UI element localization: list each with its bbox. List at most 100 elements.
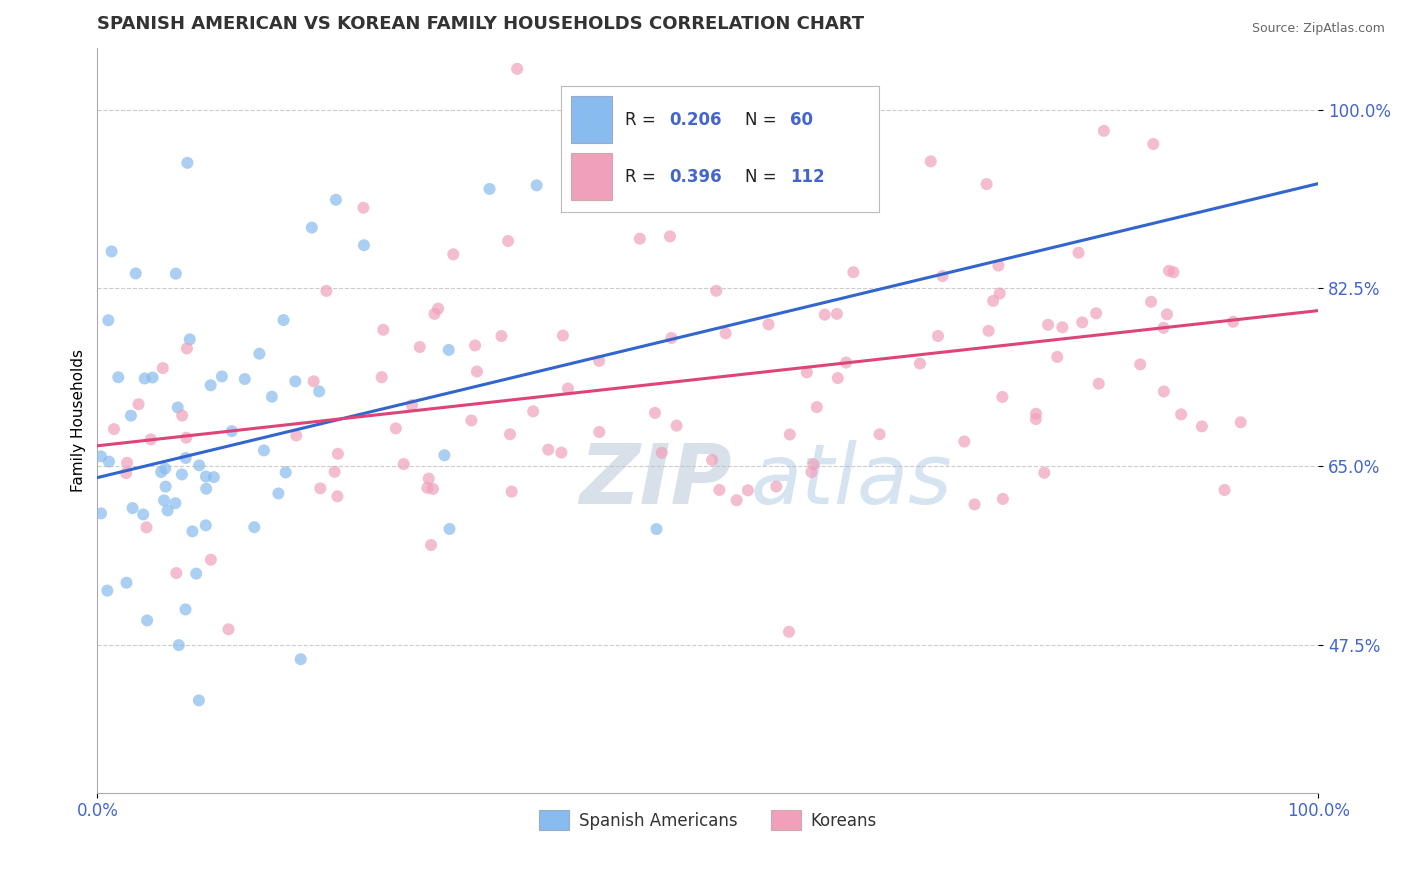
Point: [260, 390, 283, 404]
Point: [195, 482, 218, 496]
Point: [370, 370, 392, 384]
Text: SPANISH AMERICAN VS KOREAN FAMILY HOUSEHOLDS CORRELATION CHART: SPANISH AMERICAN VS KOREAN FAMILY HOUSEH…: [97, 15, 865, 33]
Point: [725, 493, 748, 508]
Point: [274, 466, 297, 480]
Point: [842, 265, 865, 279]
Point: [437, 343, 460, 357]
Point: [115, 575, 138, 590]
Point: [1153, 321, 1175, 335]
Point: [139, 433, 162, 447]
Point: [423, 307, 446, 321]
Point: [1085, 306, 1108, 320]
Point: [352, 201, 374, 215]
Point: [90, 507, 112, 521]
Point: [433, 448, 456, 462]
Point: [1071, 315, 1094, 329]
Point: [496, 234, 519, 248]
Point: [835, 355, 858, 369]
Point: [1213, 483, 1236, 497]
Point: [1087, 376, 1109, 391]
Point: [737, 483, 759, 498]
Point: [120, 409, 142, 423]
Point: [247, 347, 270, 361]
Point: [1229, 415, 1251, 429]
Point: [1222, 315, 1244, 329]
Point: [1036, 318, 1059, 332]
Point: [1092, 124, 1115, 138]
Legend: Spanish Americans, Koreans: Spanish Americans, Koreans: [531, 804, 883, 837]
Point: [202, 470, 225, 484]
Point: [825, 307, 848, 321]
Point: [1067, 245, 1090, 260]
Point: [778, 624, 800, 639]
Point: [988, 286, 1011, 301]
Point: [550, 445, 572, 459]
Point: [401, 398, 423, 412]
Point: [1025, 412, 1047, 426]
Point: [100, 244, 122, 259]
Point: [166, 401, 188, 415]
Point: [644, 406, 666, 420]
Point: [284, 375, 307, 389]
Point: [194, 518, 217, 533]
Point: [927, 329, 949, 343]
Point: [211, 369, 233, 384]
Point: [186, 566, 208, 581]
Point: [115, 466, 138, 480]
Point: [931, 269, 953, 284]
Point: [167, 638, 190, 652]
Point: [506, 62, 529, 76]
Point: [172, 409, 194, 423]
Point: [165, 566, 187, 580]
Point: [253, 443, 276, 458]
Point: [499, 427, 522, 442]
Point: [156, 503, 179, 517]
Point: [464, 338, 486, 352]
Point: [125, 267, 148, 281]
Point: [385, 421, 408, 435]
Point: [557, 382, 579, 396]
Point: [1191, 419, 1213, 434]
Point: [135, 520, 157, 534]
Point: [200, 552, 222, 566]
Point: [491, 329, 513, 343]
Point: [315, 284, 337, 298]
Point: [165, 267, 187, 281]
Point: [700, 453, 723, 467]
Point: [501, 484, 523, 499]
Point: [243, 520, 266, 534]
Point: [96, 583, 118, 598]
Point: [416, 481, 439, 495]
Point: [200, 378, 222, 392]
Point: [97, 313, 120, 327]
Point: [758, 318, 780, 332]
Point: [170, 467, 193, 482]
Point: [309, 481, 332, 495]
Point: [323, 465, 346, 479]
Point: [179, 332, 201, 346]
Point: [221, 424, 243, 438]
Point: [128, 397, 150, 411]
Point: [1157, 264, 1180, 278]
Point: [920, 154, 942, 169]
Point: [392, 457, 415, 471]
Point: [908, 357, 931, 371]
Point: [107, 370, 129, 384]
Point: [134, 371, 156, 385]
Point: [174, 602, 197, 616]
Point: [121, 501, 143, 516]
Point: [665, 418, 688, 433]
Point: [273, 313, 295, 327]
Point: [714, 326, 737, 341]
Point: [1140, 294, 1163, 309]
Point: [478, 182, 501, 196]
Point: [285, 428, 308, 442]
Point: [814, 308, 837, 322]
Y-axis label: Family Households: Family Households: [72, 349, 86, 492]
Point: [588, 425, 610, 439]
Point: [420, 538, 443, 552]
Point: [779, 427, 801, 442]
Point: [806, 400, 828, 414]
Point: [827, 371, 849, 385]
Point: [628, 232, 651, 246]
